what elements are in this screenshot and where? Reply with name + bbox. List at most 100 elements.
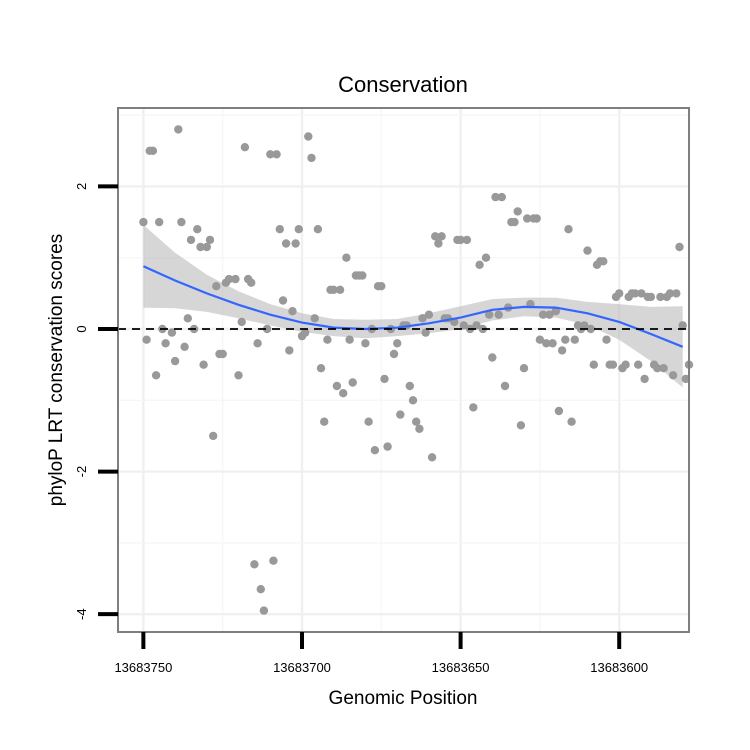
data-point	[209, 431, 218, 441]
data-point	[167, 328, 177, 337]
data-point	[199, 360, 208, 369]
data-point	[405, 381, 414, 391]
data-point	[532, 214, 541, 223]
data-point	[177, 217, 186, 227]
y-tick-label: -4	[74, 608, 89, 620]
data-point	[551, 307, 560, 316]
data-point	[589, 360, 598, 369]
data-point	[183, 314, 192, 323]
data-point	[332, 381, 342, 391]
data-point	[256, 585, 265, 594]
data-point	[329, 285, 338, 294]
data-point	[161, 339, 170, 348]
x-tick-label: 13683700	[273, 660, 331, 675]
data-point	[313, 225, 323, 234]
data-point	[294, 225, 303, 234]
data-point	[262, 324, 272, 334]
data-point	[640, 374, 649, 384]
data-point	[288, 307, 297, 316]
y-tick-label: 0	[74, 325, 89, 332]
data-point	[456, 235, 465, 245]
data-point	[364, 417, 373, 426]
data-point	[469, 403, 478, 412]
data-point	[602, 335, 611, 344]
data-point	[259, 606, 269, 615]
data-point	[253, 339, 262, 348]
data-point	[586, 324, 595, 334]
data-point	[196, 242, 205, 252]
data-point	[180, 342, 189, 351]
data-point	[205, 235, 215, 245]
data-point	[316, 364, 326, 373]
data-point	[142, 335, 151, 344]
data-point	[561, 335, 570, 344]
data-point	[580, 321, 589, 330]
data-point	[358, 271, 367, 280]
data-point	[408, 396, 418, 405]
data-point	[488, 353, 497, 362]
data-point	[412, 417, 421, 426]
data-point	[665, 289, 675, 298]
data-point	[272, 150, 281, 159]
data-point	[193, 225, 202, 234]
data-point	[212, 282, 221, 291]
data-point	[174, 125, 183, 134]
data-point	[494, 310, 503, 319]
data-point	[396, 410, 405, 419]
data-point	[554, 406, 564, 416]
data-point	[342, 253, 351, 262]
data-point	[472, 321, 481, 330]
data-point	[564, 225, 573, 234]
data-point	[637, 289, 646, 298]
x-axis-title: Genomic Position	[329, 688, 478, 709]
data-point	[278, 296, 288, 305]
data-point	[659, 364, 668, 373]
data-point	[247, 278, 256, 287]
data-point	[345, 335, 354, 344]
data-point	[462, 235, 472, 245]
data-point	[421, 328, 430, 337]
data-point	[377, 282, 386, 291]
data-point	[497, 192, 506, 202]
data-point	[485, 310, 494, 319]
confidence-band	[143, 224, 683, 388]
data-point	[231, 274, 240, 284]
data-point	[427, 453, 437, 462]
data-point	[415, 424, 424, 433]
data-point	[672, 289, 681, 298]
data-point	[320, 417, 329, 426]
data-point	[678, 321, 687, 330]
data-point	[557, 346, 567, 355]
smooth-curve	[142, 265, 684, 348]
x-tick-label: 13683650	[432, 660, 490, 675]
data-point	[656, 292, 665, 302]
data-point	[513, 207, 522, 216]
grid-lines	[118, 108, 689, 632]
data-point	[516, 421, 526, 430]
data-point	[434, 239, 443, 248]
data-point	[459, 321, 468, 330]
x-axis-ticks: 13683750 13683700 13683650 13683600	[114, 632, 648, 675]
data-point	[234, 371, 243, 380]
data-point	[269, 556, 278, 565]
data-point	[519, 364, 529, 373]
data-point	[608, 360, 618, 369]
data-point	[545, 310, 554, 319]
y-tick-label: 2	[74, 183, 89, 190]
data-point	[155, 217, 164, 227]
data-point	[567, 417, 576, 426]
data-point	[335, 285, 345, 294]
data-point	[266, 150, 275, 159]
data-point	[275, 225, 284, 234]
smooth-line	[142, 265, 684, 348]
data-point	[281, 239, 291, 248]
confidence-band-area	[143, 224, 683, 388]
chart-title: Conservation	[338, 72, 468, 97]
data-point	[148, 146, 158, 155]
x-tick-label: 13683600	[590, 660, 648, 675]
data-point	[389, 349, 399, 359]
data-point	[475, 260, 484, 269]
y-tick-label: -2	[74, 466, 89, 478]
data-point	[630, 289, 640, 298]
